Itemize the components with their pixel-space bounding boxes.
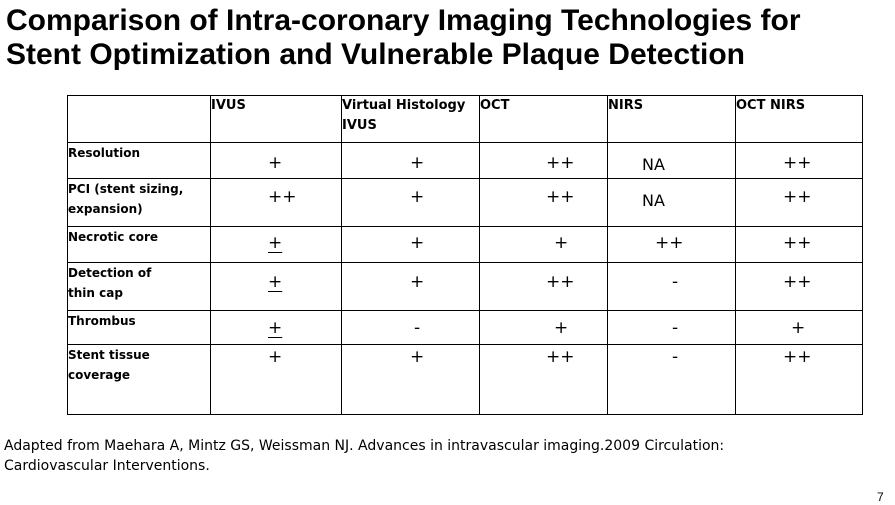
cell-vh-ivus: -	[341, 310, 480, 345]
row-label-stent-tissue-coverage: Stent tissue coverage	[67, 344, 211, 415]
citation-line-1: Adapted from Maehara A, Mintz GS, Weissm…	[4, 438, 725, 454]
cell-oct: +	[479, 310, 608, 345]
page-number: 7	[877, 490, 884, 504]
cell-value: NA	[642, 155, 665, 174]
row-label-necrotic-core: Necrotic core	[67, 226, 211, 263]
cell-value: ++	[546, 187, 575, 207]
cell-value: ++	[783, 187, 812, 207]
slide-title: Comparison of Intra-coronary Imaging Tec…	[6, 4, 886, 72]
cell-oct-nirs: +	[735, 310, 863, 345]
cell-value: +	[410, 347, 425, 367]
row-label-pci-line-2: expansion)	[68, 202, 143, 216]
slide-title-line-1: Comparison of Intra-coronary Imaging Tec…	[6, 4, 801, 37]
cell-vh-ivus: +	[341, 344, 480, 415]
cell-oct-nirs: ++	[735, 262, 863, 311]
row-label-pci-line-1: PCI (stent sizing,	[68, 182, 184, 196]
cell-oct-nirs: ++	[735, 142, 863, 179]
cell-nirs: -	[607, 262, 736, 311]
cell-value: ++	[546, 347, 575, 367]
cell-nirs: ++	[607, 226, 736, 263]
cell-oct: ++	[479, 142, 608, 179]
header-vh-line-2: IVUS	[342, 118, 377, 133]
table-row: Thrombus + - + - +	[67, 310, 863, 345]
header-ivus: IVUS	[210, 95, 342, 143]
cell-value: +	[268, 272, 283, 292]
cell-value: ++	[783, 153, 812, 173]
header-empty-cell	[67, 95, 211, 143]
row-label-pci: PCI (stent sizing, expansion)	[67, 178, 211, 227]
cell-value: ++	[268, 187, 297, 207]
header-oct-nirs: OCT NIRS	[735, 95, 863, 143]
table-row: Necrotic core + + + ++ ++	[67, 226, 863, 263]
cell-vh-ivus: +	[341, 178, 480, 227]
cell-value: +	[410, 153, 425, 173]
cell-value: ++	[783, 233, 812, 253]
citation-line-2: Cardiovascular Interventions.	[4, 458, 210, 474]
cell-ivus: +	[210, 142, 342, 179]
cell-oct-nirs: ++	[735, 344, 863, 415]
row-label-coverage-line-2: coverage	[68, 368, 131, 382]
row-label-thin-cap-line-1: Detection of	[68, 266, 152, 280]
cell-nirs: -	[607, 344, 736, 415]
header-virtual-histology-ivus: Virtual Histology IVUS	[341, 95, 480, 143]
header-nirs: NIRS	[607, 95, 736, 143]
cell-value: ++	[546, 272, 575, 292]
cell-value: -	[672, 318, 679, 338]
cell-oct-nirs: ++	[735, 226, 863, 263]
table-row: Detection of thin cap + + ++ - ++	[67, 262, 863, 311]
table-row: Resolution + + ++ NA ++	[67, 142, 863, 179]
table-row: Stent tissue coverage + + ++ - ++	[67, 344, 863, 415]
cell-value: +	[268, 318, 283, 338]
row-label-thrombus: Thrombus	[67, 310, 211, 345]
cell-nirs: NA	[607, 142, 736, 179]
header-vh-line-1: Virtual Histology	[342, 98, 466, 113]
row-label-detection-of-thin-cap: Detection of thin cap	[67, 262, 211, 311]
header-oct: OCT	[479, 95, 608, 143]
cell-oct-nirs: ++	[735, 178, 863, 227]
cell-vh-ivus: +	[341, 142, 480, 179]
cell-value: +	[410, 272, 425, 292]
cell-value: NA	[642, 191, 665, 210]
cell-oct: +	[479, 226, 608, 263]
cell-oct: ++	[479, 344, 608, 415]
cell-oct: ++	[479, 178, 608, 227]
cell-value: +	[268, 233, 283, 253]
cell-ivus: +	[210, 344, 342, 415]
cell-value: +	[410, 233, 425, 253]
cell-value: -	[672, 272, 679, 292]
cell-value: +	[554, 318, 569, 338]
cell-vh-ivus: +	[341, 226, 480, 263]
cell-value: -	[672, 347, 679, 367]
slide-title-line-2: Stent Optimization and Vulnerable Plaque…	[6, 38, 745, 71]
cell-ivus: ++	[210, 178, 342, 227]
row-label-coverage-line-1: Stent tissue	[68, 348, 150, 362]
row-label-thin-cap-line-2: thin cap	[68, 286, 123, 300]
cell-vh-ivus: +	[341, 262, 480, 311]
header-row: IVUS Virtual Histology IVUS OCT NIRS OCT …	[67, 95, 863, 143]
cell-value: ++	[655, 233, 684, 253]
cell-value: -	[414, 318, 421, 338]
cell-value: ++	[783, 347, 812, 367]
cell-value: +	[410, 187, 425, 207]
cell-nirs: -	[607, 310, 736, 345]
table-row: PCI (stent sizing, expansion) ++ + ++ NA …	[67, 178, 863, 227]
cell-value: +	[791, 318, 806, 338]
cell-ivus: +	[210, 262, 342, 311]
cell-oct: ++	[479, 262, 608, 311]
cell-ivus: +	[210, 310, 342, 345]
citation: Adapted from Maehara A, Mintz GS, Weissm…	[4, 436, 884, 476]
cell-value: +	[554, 233, 569, 253]
cell-value: ++	[783, 272, 812, 292]
comparison-table: IVUS Virtual Histology IVUS OCT NIRS OCT …	[67, 95, 863, 415]
row-label-resolution: Resolution	[67, 142, 211, 179]
cell-nirs: NA	[607, 178, 736, 227]
cell-value: +	[268, 153, 283, 173]
cell-ivus: +	[210, 226, 342, 263]
cell-value: ++	[546, 153, 575, 173]
cell-value: +	[268, 347, 283, 367]
